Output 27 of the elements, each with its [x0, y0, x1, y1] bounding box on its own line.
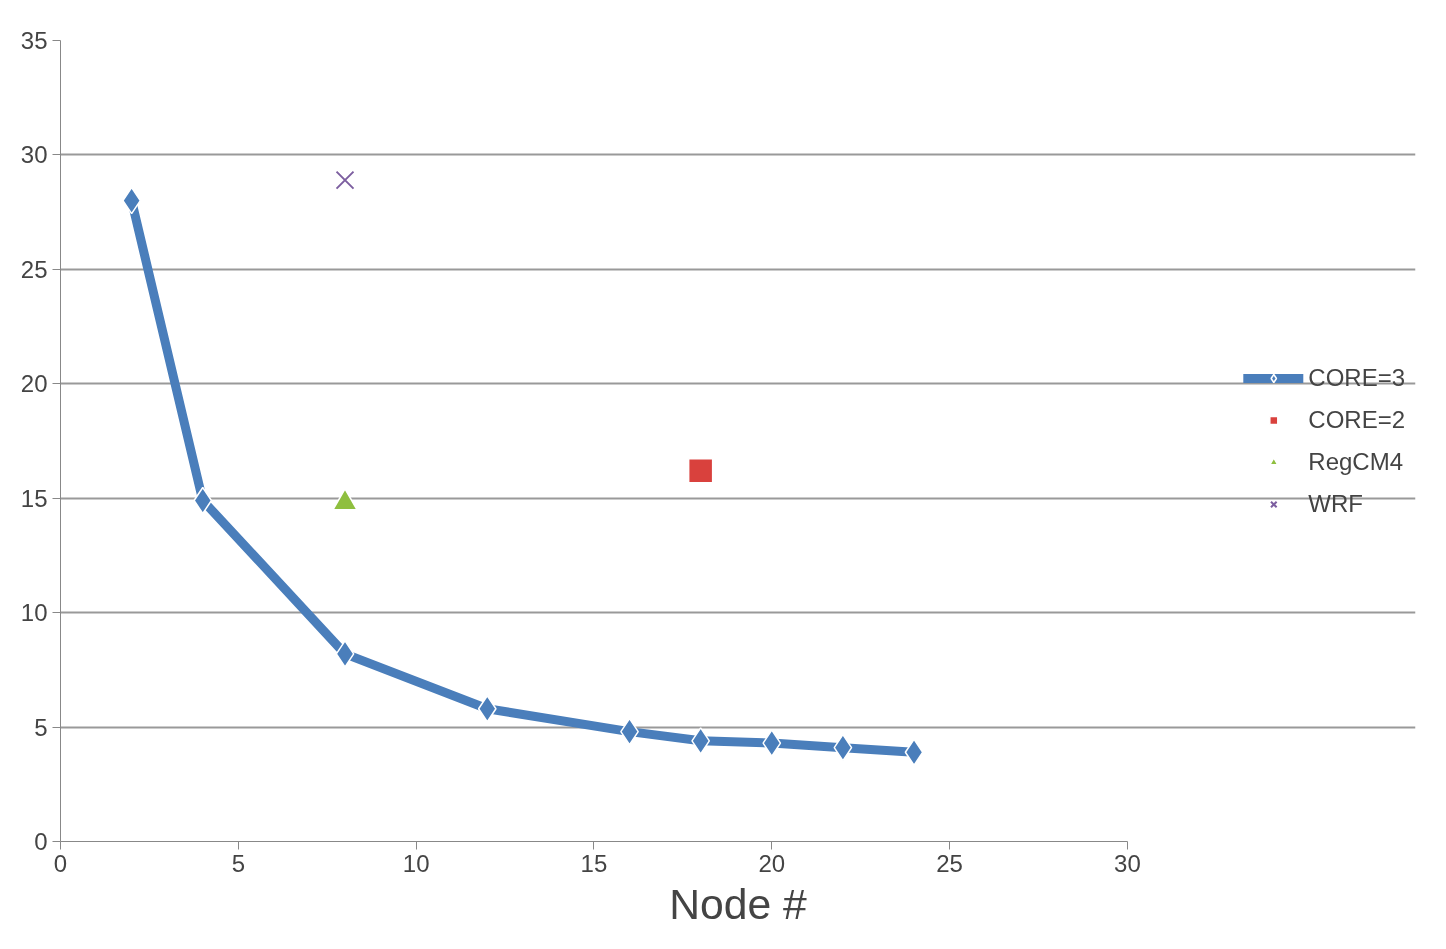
point	[335, 640, 355, 668]
point	[762, 729, 782, 757]
y-tick-label: 30	[20, 141, 48, 169]
y-tick-label: 35	[20, 27, 48, 54]
point	[691, 727, 711, 755]
x-tick-label: 30	[1114, 849, 1141, 877]
x-tick-label: 25	[936, 849, 963, 877]
x-tick-label: 5	[231, 849, 246, 877]
y-tick-label: 5	[34, 713, 48, 741]
x-tick-label: 0	[53, 849, 68, 877]
x-tick-label: 20	[758, 849, 786, 877]
legend-label: RegCM4	[1308, 447, 1403, 476]
x-tick-label: 15	[580, 849, 608, 877]
y-tick-label: 25	[20, 255, 48, 283]
legend-label: WRF	[1308, 489, 1363, 518]
point	[904, 738, 924, 766]
x-axis-title: Node #	[669, 879, 808, 928]
legend-label: CORE=3	[1308, 363, 1405, 392]
y-tick-label: 20	[20, 370, 48, 398]
y-tick-label: 15	[20, 484, 48, 512]
point	[477, 695, 497, 723]
y-tick-label: 0	[34, 828, 48, 855]
x-tick-label: 10	[402, 849, 430, 877]
legend-label: CORE=2	[1308, 405, 1405, 434]
point	[687, 458, 714, 484]
point	[335, 170, 355, 190]
y-tick-label: 10	[20, 599, 48, 627]
